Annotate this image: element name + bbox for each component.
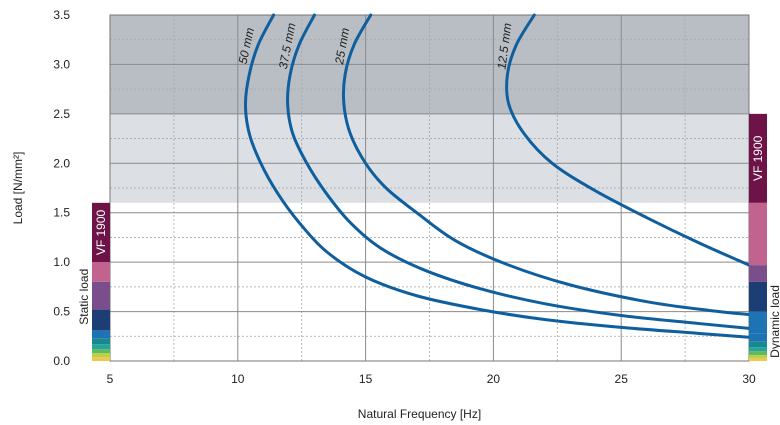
bar-segment: [749, 341, 767, 348]
dynamic-load-label: Dynamic load: [768, 285, 780, 358]
product-label: VF 1900: [751, 135, 765, 181]
bar-segment: [749, 281, 767, 312]
curve-2: [341, 13, 751, 317]
x-tick-label: 10: [231, 372, 245, 386]
bar-segment: [749, 358, 767, 361]
bar-segment: [749, 202, 767, 266]
bar-segment: [92, 202, 110, 263]
bar-segment: [92, 262, 110, 282]
bar-segment: [749, 355, 767, 359]
bar-segment: [749, 333, 767, 342]
x-tick-label: 20: [487, 372, 501, 386]
y-tick-label: 1.0: [53, 255, 70, 269]
x-tick-labels: 5 10 15 20 25 30: [107, 372, 756, 386]
bar-segment: [92, 353, 110, 358]
bar-segment: [92, 357, 110, 361]
x-tick-label: 30: [742, 372, 756, 386]
static-load-label: Static load: [77, 269, 91, 325]
x-tick-label: 5: [107, 372, 114, 386]
x-tick-label: 25: [615, 372, 629, 386]
bar-segment: [92, 309, 110, 331]
bar-segment: [749, 113, 767, 203]
curve-1: [286, 13, 751, 330]
bar-segment: [749, 311, 767, 334]
curve-3: [505, 13, 751, 267]
curve-0: [243, 13, 751, 339]
bar-segment: [92, 338, 110, 345]
y-tick-label: 3.5: [53, 8, 70, 22]
dynamic-load-bar: VF 1900 Dynamic load: [749, 113, 780, 361]
y-tick-label: 3.0: [53, 57, 70, 71]
y-tick-label: 0.0: [53, 354, 70, 368]
curve-labels: 50 mm 37.5 mm 25 mm 12.5 mm: [236, 22, 515, 71]
curve-label-2: 25 mm: [332, 27, 352, 67]
bar-segment: [92, 349, 110, 354]
y-tick-label: 2.5: [53, 107, 70, 121]
x-axis-title: Natural Frequency [Hz]: [358, 407, 481, 421]
y-tick-label: 2.0: [53, 156, 70, 170]
curve-label-3: 12.5 mm: [495, 22, 515, 70]
product-label: VF 1900: [94, 209, 108, 255]
bar-segment: [92, 344, 110, 350]
y-axis-title: Load [N/mm²]: [11, 152, 25, 225]
bar-segment: [92, 281, 110, 310]
x-tick-label: 15: [359, 372, 373, 386]
bar-segment: [92, 330, 110, 339]
bar-segment: [749, 265, 767, 282]
bar-segment: [749, 347, 767, 352]
bar-segment: [749, 351, 767, 356]
y-tick-label: 1.5: [53, 206, 70, 220]
y-tick-labels: 0.0 0.5 1.0 1.5 2.0 2.5 3.0 3.5: [53, 8, 70, 368]
curves: [243, 13, 751, 339]
y-tick-label: 0.5: [53, 305, 70, 319]
